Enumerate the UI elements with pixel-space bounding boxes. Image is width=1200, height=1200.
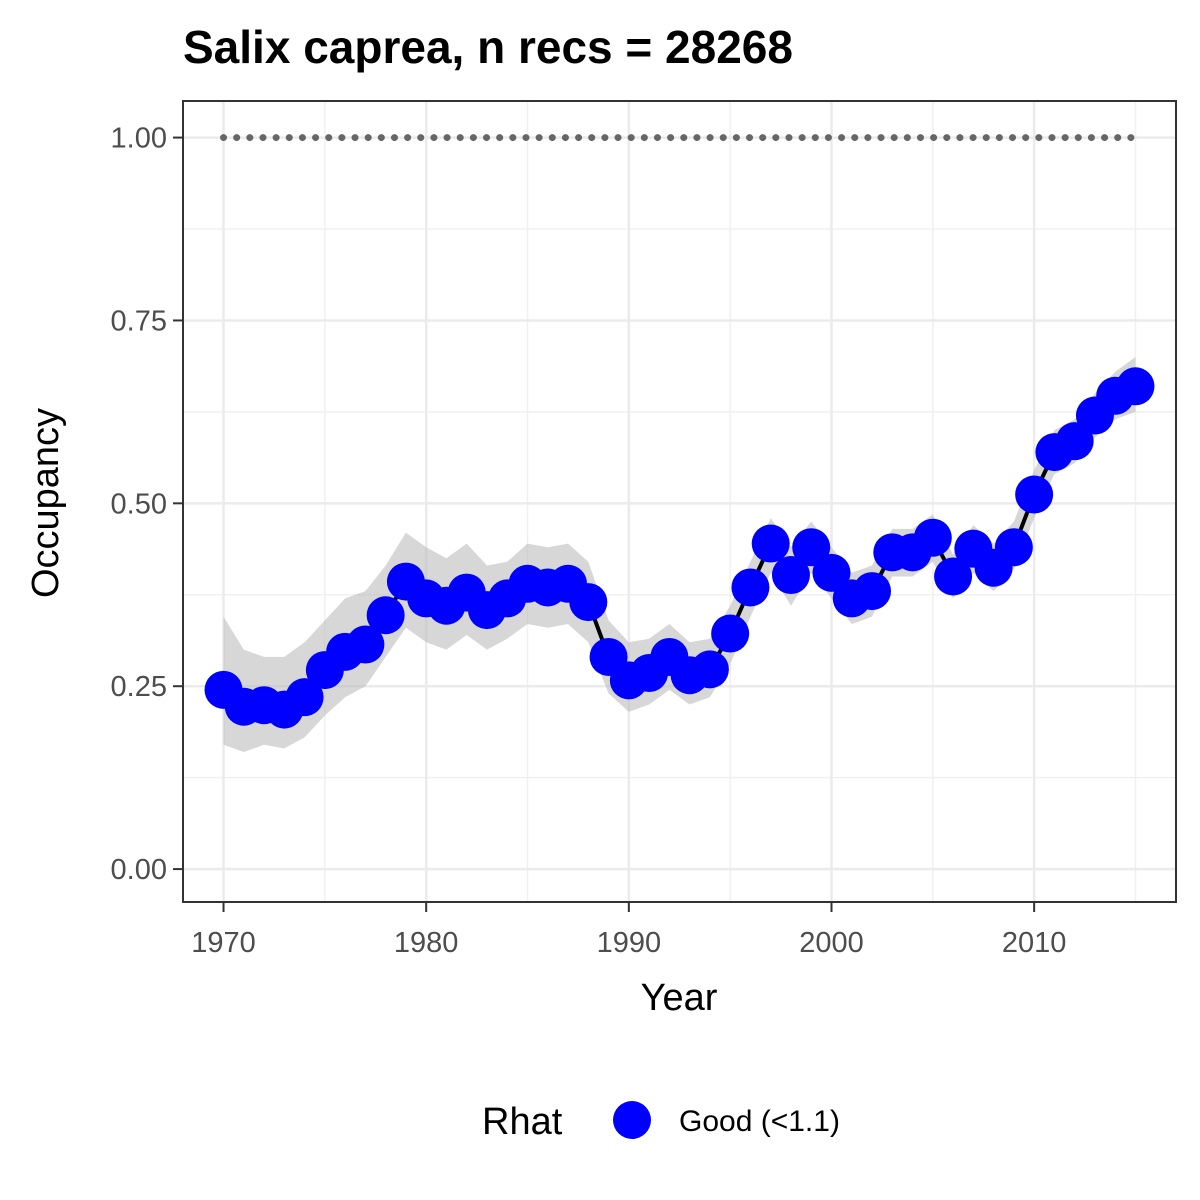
y-tick-label: 0.75 [111, 305, 167, 337]
data-point [731, 568, 770, 607]
data-point [771, 556, 810, 595]
chart-title: Salix caprea, n recs = 28268 [183, 21, 793, 73]
data-point [994, 528, 1033, 567]
legend-title: Rhat [482, 1101, 563, 1143]
data-point [1055, 422, 1094, 461]
y-tick-label: 1.00 [111, 123, 167, 155]
data-point [366, 596, 405, 635]
y-tick-label: 0.50 [111, 488, 167, 520]
data-point [853, 572, 892, 611]
y-axis-title: Occupancy [25, 408, 67, 598]
data-point [1116, 367, 1155, 406]
y-tick-label: 0.25 [111, 671, 167, 703]
x-tick-label: 1990 [597, 927, 662, 959]
x-tick-label: 1980 [394, 927, 459, 959]
data-point [792, 528, 831, 567]
y-tick-label: 0.00 [111, 854, 167, 886]
x-tick-label: 2010 [1002, 927, 1067, 959]
x-tick-label: 1970 [191, 927, 256, 959]
x-axis-title: Year [641, 977, 718, 1019]
data-point [285, 678, 324, 717]
plot-panel-border [182, 100, 1177, 903]
legend-key-good [613, 1101, 651, 1139]
data-point [913, 518, 952, 557]
x-axis-ticks: 1970 1980 1990 2000 2010 [191, 902, 1066, 959]
legend-label-good: Good (<1.1) [679, 1105, 840, 1138]
data-point [346, 625, 385, 664]
data-point [934, 557, 973, 596]
legend: Rhat Good (<1.1) [482, 1101, 840, 1143]
data-point [690, 650, 729, 689]
data-point [1015, 475, 1054, 514]
x-tick-label: 2000 [799, 927, 864, 959]
data-points-layer [204, 367, 1155, 729]
data-point [569, 583, 608, 622]
data-point [711, 614, 750, 653]
y-axis-ticks: 0.00 0.25 0.50 0.75 1.00 [111, 123, 183, 886]
minor-gridlines [183, 101, 1176, 902]
data-point [812, 553, 851, 592]
data-point [751, 524, 790, 563]
